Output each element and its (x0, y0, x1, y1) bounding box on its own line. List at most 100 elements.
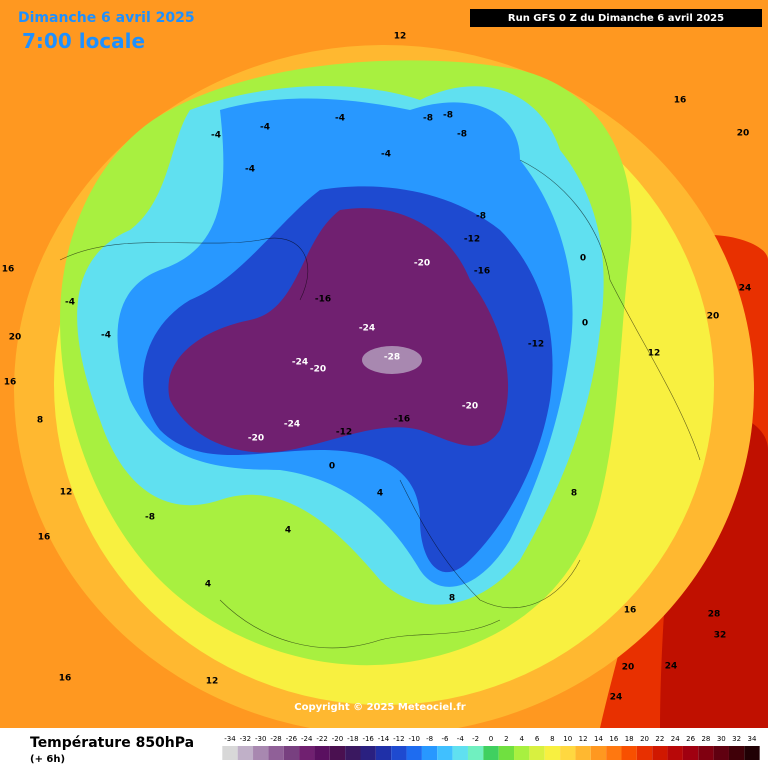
temperature-label: -4 (65, 298, 75, 308)
colorbar-swatch (283, 746, 300, 760)
colorbar-tick-label: -16 (362, 735, 374, 743)
map-time: 7:00 locale (22, 29, 145, 53)
temperature-label: -4 (335, 114, 345, 124)
colorbar-tick-label: 28 (701, 735, 710, 743)
colorbar-tick-label: 20 (640, 735, 649, 743)
colorbar-swatch (698, 746, 714, 760)
colorbar-swatch (744, 746, 760, 760)
temperature-label: 20 (737, 129, 750, 139)
colorbar-swatch (621, 746, 637, 760)
temperature-label: 0 (582, 319, 588, 329)
colorbar-swatch (590, 746, 607, 760)
temperature-label: 8 (571, 489, 577, 499)
colorbar-swatch (560, 746, 576, 760)
temperature-label: -16 (474, 267, 490, 277)
forecast-step: (+ 6h) (30, 754, 65, 765)
colorbar-tick-label: -12 (393, 735, 404, 743)
colorbar-swatch (345, 746, 361, 760)
colorbar-swatch (437, 746, 453, 760)
temperature-label: -12 (464, 235, 480, 245)
temperature-label: 16 (4, 378, 17, 388)
temperature-label: -12 (336, 428, 352, 438)
temperature-label: 8 (37, 416, 43, 426)
colorbar-tick-label: 14 (594, 735, 603, 743)
colorbar-tick-label: -32 (240, 735, 251, 743)
colorbar-tick-label: -8 (426, 735, 433, 743)
colorbar-tick-label: -14 (378, 735, 390, 743)
temperature-label: -20 (414, 259, 430, 269)
temperature-label: 16 (38, 533, 51, 543)
temperature-label: 24 (739, 284, 752, 294)
temperature-label: -28 (384, 353, 400, 363)
temperature-label: 20 (707, 312, 720, 322)
colorbar-swatch (253, 746, 269, 760)
colorbar-tick-label: -18 (347, 735, 358, 743)
colorbar-swatch (391, 746, 407, 760)
colorbar-tick-label: -4 (457, 735, 465, 743)
colorbar-swatch (682, 746, 699, 760)
colorbar-tick-label: 34 (748, 735, 757, 743)
temperature-label: 16 (2, 265, 15, 275)
ring-minus24 (168, 208, 509, 453)
colorbar-tick-label: 6 (535, 735, 540, 743)
temperature-label: -4 (101, 331, 111, 341)
colorbar-swatch (636, 746, 653, 760)
colorbar-swatch (237, 746, 254, 760)
temperature-label: 20 (9, 333, 22, 343)
temperature-label: 24 (610, 693, 623, 703)
temperature-field (0, 0, 768, 728)
run-box (470, 9, 762, 27)
colorbar-swatch (544, 746, 561, 760)
temperature-label: 4 (285, 526, 291, 536)
temperature-label: -24 (359, 324, 375, 334)
temperature-label: -4 (211, 131, 221, 141)
colorbar-tick-label: 10 (563, 735, 572, 743)
colorbar-tick-label: 0 (489, 735, 493, 743)
colorbar-swatch (667, 746, 683, 760)
temperature-label: 4 (377, 489, 383, 499)
temperature-label: 20 (622, 663, 635, 673)
temperature-label: 12 (648, 349, 661, 359)
colorbar-swatch (652, 746, 668, 760)
colorbar-swatch (329, 746, 346, 760)
temperature-label: -20 (248, 434, 264, 444)
colorbar-tick-label: -2 (472, 735, 479, 743)
colorbar-tick-label: -34 (224, 735, 236, 743)
temperature-label: 28 (708, 610, 721, 620)
colorbar-tick-label: -10 (409, 735, 420, 743)
colorbar-tick-label: 2 (504, 735, 508, 743)
temperature-label: -12 (528, 340, 544, 350)
temperature-label: 8 (449, 594, 455, 604)
colorbar-swatch (498, 746, 515, 760)
temperature-label: -16 (394, 415, 410, 425)
colorbar-tick-label: -30 (255, 735, 266, 743)
colorbar-tick-label: 30 (717, 735, 726, 743)
colorbar-tick-label: 26 (686, 735, 695, 743)
temperature-label: 4 (205, 580, 211, 590)
temperature-label: 12 (60, 488, 73, 498)
cold-core (362, 346, 422, 374)
temperature-label: 0 (329, 462, 335, 472)
colorbar-tick-label: -20 (332, 735, 343, 743)
colorbar-swatch (375, 746, 392, 760)
colorbar-swatch (314, 746, 330, 760)
temperature-label: 16 (674, 96, 687, 106)
temperature-label: -4 (245, 165, 255, 175)
temperature-label: 24 (665, 662, 678, 672)
colorbar-tick-label: -6 (441, 735, 449, 743)
map-date: Dimanche 6 avril 2025 (18, 10, 195, 26)
temperature-label: 16 (624, 606, 637, 616)
colorbar-tick-label: -24 (301, 735, 313, 743)
colorbar-tick-label: 4 (519, 735, 524, 743)
colorbar-tick-label: -28 (270, 735, 281, 743)
colorbar-tick-label: 16 (609, 735, 618, 743)
coastlines (59, 159, 701, 649)
map-labels: -28-24-20-16-12-20-16-24-20-24-20-12-8-1… (2, 32, 752, 703)
temperature-label: -8 (476, 212, 486, 222)
temperature-label: -24 (284, 420, 300, 430)
colorbar-tick-label: -22 (316, 735, 327, 743)
colorbar-tick-label: 12 (579, 735, 588, 743)
colorbar-swatch (575, 746, 591, 760)
colorbar-tick-label: -26 (286, 735, 298, 743)
